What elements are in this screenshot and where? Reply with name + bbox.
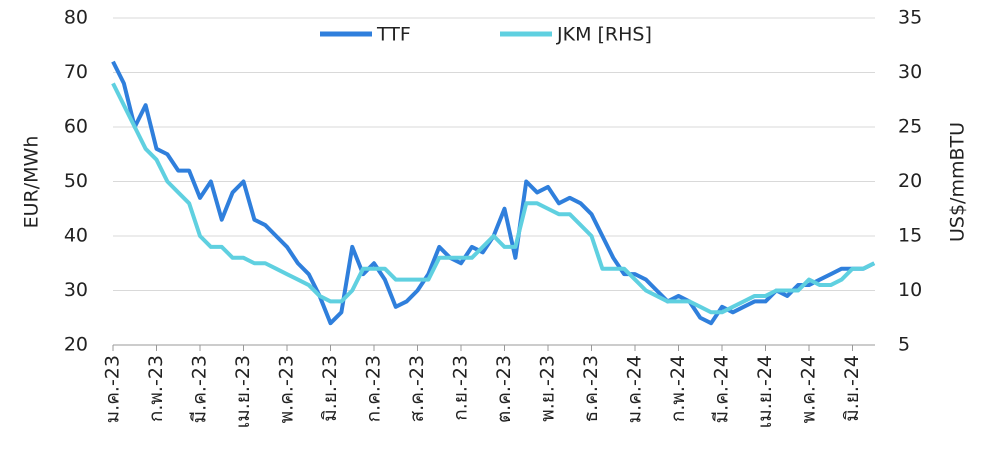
y2-axis-label: US$/mmBTU <box>947 122 969 242</box>
y-tick-label: 60 <box>64 116 88 138</box>
line-series <box>111 60 876 326</box>
y2-tick-label: 20 <box>898 170 922 192</box>
x-tick-label: เม.ย.-23 <box>232 355 254 428</box>
x-tick-label: ส.ค.-23 <box>406 355 428 422</box>
x-tick-label: พ.ย.-23 <box>537 355 559 422</box>
y-tick-label: 40 <box>64 225 88 247</box>
x-tick-label: ธ.ค.-23 <box>580 355 602 422</box>
y-axis-label: EUR/MWh <box>21 136 43 229</box>
y2-tick-label: 5 <box>898 334 910 356</box>
y2-tick-label: 15 <box>898 225 922 247</box>
x-tick-label: ก.พ.-23 <box>145 355 167 422</box>
y2-tick-label: 25 <box>898 116 922 138</box>
x-tick-label: ต.ค.-23 <box>493 355 515 423</box>
x-tick-label: ก.พ.-24 <box>667 355 689 422</box>
x-tick-label: เม.ย.-24 <box>754 355 776 428</box>
legend-label: JKM [RHS] <box>556 24 652 46</box>
x-tick-label: พ.ค.-24 <box>798 355 820 423</box>
y-tick-label: 30 <box>64 279 88 301</box>
x-tick-label: ก.ย.-23 <box>450 355 472 421</box>
x-tick-label: ม.ค.-24 <box>624 355 646 423</box>
line-series <box>111 82 876 315</box>
x-tick-label: มี.ค.-24 <box>711 355 733 423</box>
y2-tick-label: 35 <box>898 7 922 29</box>
y2-tick-label: 10 <box>898 279 922 301</box>
legend-label: TTF <box>376 24 411 46</box>
y2-tick-label: 30 <box>898 61 922 83</box>
x-tick-label: มี.ค.-23 <box>189 355 211 423</box>
x-tick-label: ก.ค.-23 <box>363 355 385 422</box>
x-tick-label: มิ.ย.-24 <box>841 355 863 422</box>
y-tick-label: 70 <box>64 61 88 83</box>
y-tick-label: 50 <box>64 170 88 192</box>
x-tick-label: มิ.ย.-23 <box>319 355 341 422</box>
x-tick-label: ม.ค.-23 <box>102 355 124 423</box>
x-tick-label: พ.ค.-23 <box>276 355 298 423</box>
y-tick-label: 20 <box>64 334 88 356</box>
y-tick-label: 80 <box>64 7 88 29</box>
